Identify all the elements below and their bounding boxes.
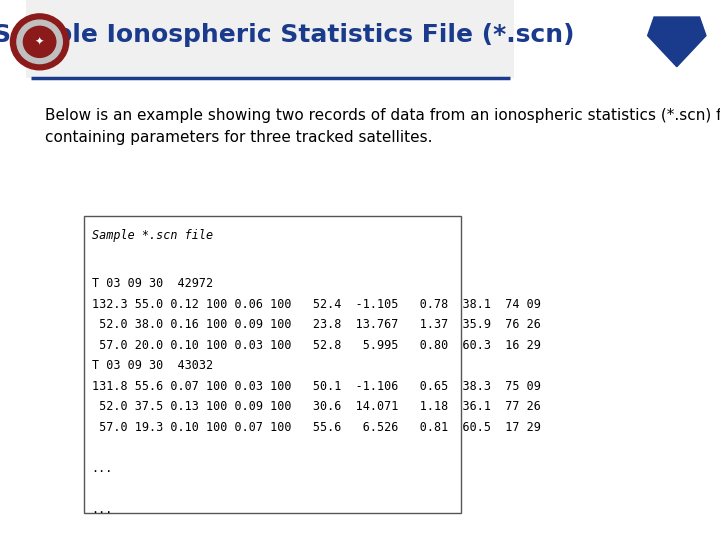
Text: 132.3 55.0 0.12 100 0.06 100   52.4  -1.105   0.78  38.1  74 09: 132.3 55.0 0.12 100 0.06 100 52.4 -1.105… (91, 298, 541, 310)
Text: Sample *.scn file: Sample *.scn file (91, 230, 213, 242)
Text: T 03 09 30  42972: T 03 09 30 42972 (91, 277, 213, 290)
Text: 57.0 19.3 0.10 100 0.07 100   55.6   6.526   0.81  60.5  17 29: 57.0 19.3 0.10 100 0.07 100 55.6 6.526 0… (91, 421, 541, 434)
Circle shape (11, 14, 69, 70)
Text: 57.0 20.0 0.10 100 0.03 100   52.8   5.995   0.80  60.3  16 29: 57.0 20.0 0.10 100 0.03 100 52.8 5.995 0… (91, 339, 541, 352)
Text: 52.0 37.5 0.13 100 0.09 100   30.6  14.071   1.18  36.1  77 26: 52.0 37.5 0.13 100 0.09 100 30.6 14.071 … (91, 400, 541, 413)
Text: ...: ... (91, 462, 113, 475)
Circle shape (23, 26, 56, 57)
Text: 131.8 55.6 0.07 100 0.03 100   50.1  -1.106   0.65  38.3  75 09: 131.8 55.6 0.07 100 0.03 100 50.1 -1.106… (91, 380, 541, 393)
FancyBboxPatch shape (26, 0, 514, 78)
Text: ...: ... (91, 503, 113, 516)
Text: 52.0 38.0 0.16 100 0.09 100   23.8  13.767   1.37  35.9  76 26: 52.0 38.0 0.16 100 0.09 100 23.8 13.767 … (91, 318, 541, 331)
FancyBboxPatch shape (84, 216, 461, 513)
Text: A Sample Ionospheric Statistics File (*.scn): A Sample Ionospheric Statistics File (*.… (0, 23, 575, 47)
Text: ✦: ✦ (35, 37, 45, 47)
Circle shape (17, 20, 63, 64)
Text: T 03 09 30  43032: T 03 09 30 43032 (91, 359, 213, 372)
Text: Below is an example showing two records of data from an ionospheric statistics (: Below is an example showing two records … (45, 108, 720, 145)
Polygon shape (648, 17, 706, 66)
